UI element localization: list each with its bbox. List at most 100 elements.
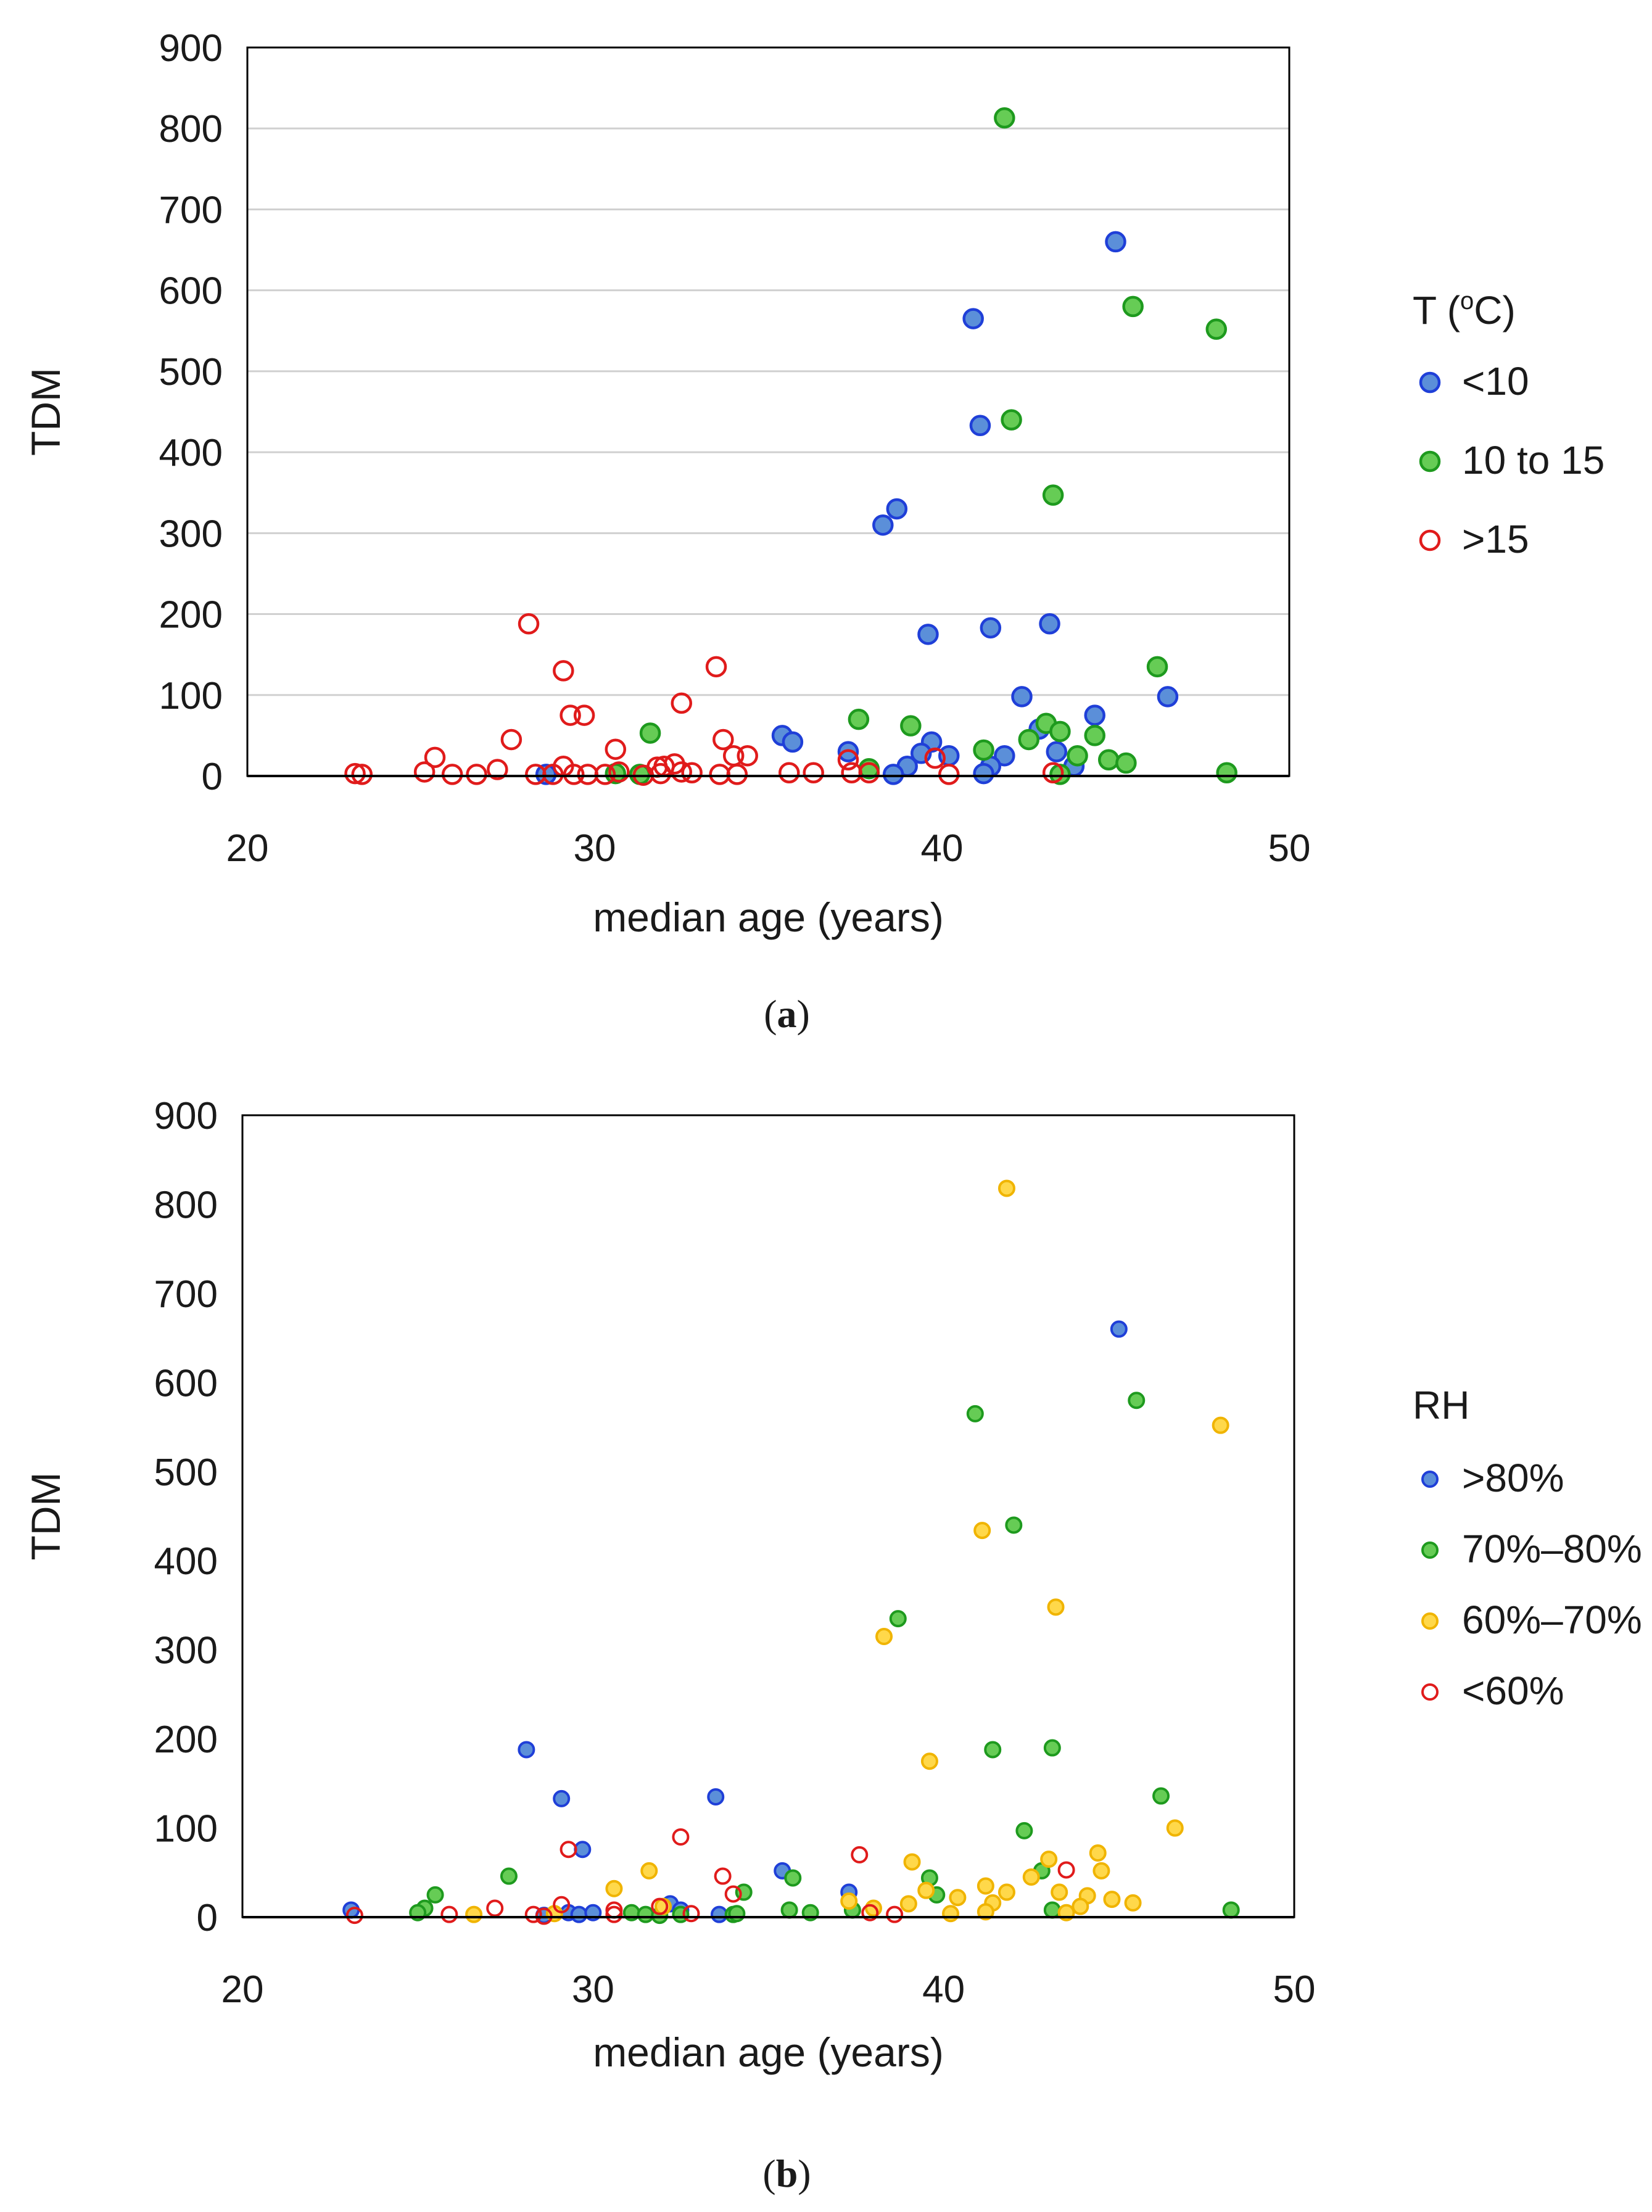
panel-a-series-0-point-9	[1084, 704, 1105, 726]
panel-a-x-tick-label-2: 40	[921, 827, 964, 870]
panel-b-series-3-point-16	[861, 1904, 879, 1921]
panel-a-series-2-point-39	[726, 764, 748, 785]
panel-a-series-2-point-29	[351, 764, 373, 785]
panel-a-series-2-point-3	[671, 692, 692, 714]
panel-b-series-3-point-11	[345, 1907, 363, 1925]
panel-a-series-2-point-4	[560, 704, 581, 726]
panel-a-legend-title-end: C)	[1474, 288, 1516, 332]
panel-a-series-2-point-20	[413, 761, 436, 783]
panel-a-series-2-point-23	[681, 762, 703, 784]
panel-b-series-2-point-26	[1072, 1897, 1089, 1915]
panel-b-series-2-point-5	[920, 1752, 938, 1770]
panel-b-series-2-point-11	[1092, 1862, 1110, 1880]
panel-a-legend-title-main: T (	[1413, 288, 1460, 332]
panel-b-series-2-point-9	[903, 1853, 921, 1871]
panel-b-legend-marker-3	[1421, 1683, 1439, 1701]
panel-b-series-2-point-0	[997, 1179, 1015, 1197]
panel-a-y-axis-title: TDM	[23, 368, 68, 456]
panel-a-series-0-point-1	[962, 308, 984, 329]
panel-b-series-1-point-22	[728, 1905, 746, 1923]
panel-a-series-1-point-4	[1042, 484, 1064, 506]
panel-b-series-2-point-7	[1089, 1844, 1107, 1862]
panel-b-series-3-point-4	[1057, 1861, 1075, 1879]
panel-b-series-3-point-15	[682, 1905, 700, 1923]
panel-b-legend-marker-0	[1421, 1471, 1439, 1488]
panel-a-series-0-point-5	[1039, 613, 1060, 635]
panel-b-legend-title-main: RH	[1413, 1383, 1469, 1427]
panel-b-series-3-point-10	[605, 1905, 623, 1923]
panel-a-series-1-point-3	[1001, 409, 1022, 431]
panel-a-x-tick-label-0: 20	[226, 827, 269, 870]
panel-b-series-2-point-12	[1022, 1868, 1040, 1886]
panel-b-series-1-point-18	[637, 1905, 655, 1923]
panel-a-series-2-point-14	[924, 747, 946, 769]
panel-a-series-0-point-24	[882, 764, 904, 785]
panel-a-series-1-point-15	[1097, 749, 1120, 771]
panel-a-series-2-point-0	[518, 613, 540, 635]
panel-b-series-1-point-23	[780, 1901, 798, 1919]
panel-a-y-tick-label-9: 900	[159, 27, 223, 70]
panel-a-legend-label-2: >15	[1462, 517, 1529, 561]
panel-b-y-tick-label-5: 500	[154, 1451, 218, 1494]
panel-b-legend-label-0: >80%	[1462, 1456, 1564, 1500]
panel-b-series-2-point-4	[875, 1628, 893, 1645]
panel-a-series-2-point-13	[837, 749, 859, 771]
panel-a-series-2-point-41	[1042, 762, 1064, 784]
panel-a-series-0-point-23	[973, 762, 994, 785]
panel-b-series-0-point-2	[553, 1789, 571, 1807]
panel-b-series-1-point-3	[889, 1610, 907, 1628]
panel-a-series-1-point-8	[639, 722, 661, 744]
panel-b-series-1-point-6	[1152, 1787, 1170, 1805]
panel-b-series-2-point-17	[1051, 1883, 1068, 1901]
panel-a-series-0-point-7	[917, 624, 939, 645]
panel-b-y-tick-label-0: 0	[197, 1897, 218, 1939]
panel-b-y-tick-label-2: 200	[154, 1719, 218, 1761]
panel-b-series-2-point-18	[949, 1889, 967, 1907]
panel-a-series-1-point-13	[973, 739, 994, 761]
panel-b-series-3-point-13	[524, 1905, 542, 1923]
panel-a-series-0-point-12	[782, 731, 804, 753]
panel-a-series-2-point-34	[563, 764, 585, 785]
panel-b-y-tick-label-6: 600	[154, 1362, 218, 1405]
panel-a-y-tick-label-3: 300	[159, 513, 223, 555]
panel-b-legend-marker-1	[1421, 1541, 1439, 1559]
panel-b-x-tick-label-2: 40	[922, 1968, 965, 2011]
panel-b-series-3-point-0	[672, 1828, 690, 1846]
panel-a-series-1-point-11	[1084, 725, 1105, 746]
panel-a-series-2-point-30	[466, 764, 487, 785]
panel-a-series-0-point-18	[1046, 741, 1068, 762]
panel-b-series-3-point-12	[440, 1905, 458, 1923]
panel-a-series-1-point-0	[994, 107, 1015, 129]
panel-a-y-tick-label-4: 400	[159, 432, 223, 474]
panel-b-series-2-point-3	[1047, 1598, 1065, 1616]
panel-b-series-2-point-20	[1103, 1891, 1121, 1909]
panel-a-series-2-point-27	[858, 762, 880, 784]
panel-a-legend-title: T (oC)	[1413, 287, 1516, 332]
panel-a-y-tick-label-1: 100	[159, 675, 223, 717]
panel-a-series-2-point-1	[705, 656, 727, 678]
panel-b-series-2-point-8	[1040, 1851, 1058, 1868]
panel-b-caption: (b)	[762, 2152, 811, 2195]
panel-a-series-2-point-25	[803, 762, 824, 784]
panel-a-caption-close: )	[797, 992, 810, 1036]
panel-b-series-0-point-13	[710, 1905, 728, 1923]
panel-b-legend-title: RH	[1413, 1383, 1469, 1427]
panel-b-series-2-point-15	[917, 1881, 935, 1899]
panel-b-series-0-point-9	[570, 1905, 588, 1923]
panel-b-series-2-point-10	[640, 1862, 658, 1880]
panel-a-y-tick-label-5: 500	[159, 351, 223, 394]
panel-b-series-3-point-6	[553, 1896, 571, 1913]
panel-b-series-1-point-13	[426, 1886, 444, 1904]
panel-a-legend: T (oC) <10 10 to 15 >15	[1413, 287, 1605, 561]
panel-a-series-2-point-21	[650, 762, 672, 785]
panel-a-series-1-point-14	[1067, 745, 1088, 767]
panel-a-series-1-point-12	[1018, 728, 1039, 751]
panel-a-legend-label-0: <10	[1462, 359, 1529, 403]
panel-a-series-2-point-40	[938, 764, 960, 785]
panel-a-legend-label-1: 10 to 15	[1462, 438, 1605, 482]
panel-a-series-0-point-4	[872, 514, 894, 536]
panel-b-y-tick-label-7: 700	[154, 1273, 218, 1316]
panel-b-series-2-point-24	[899, 1895, 917, 1913]
